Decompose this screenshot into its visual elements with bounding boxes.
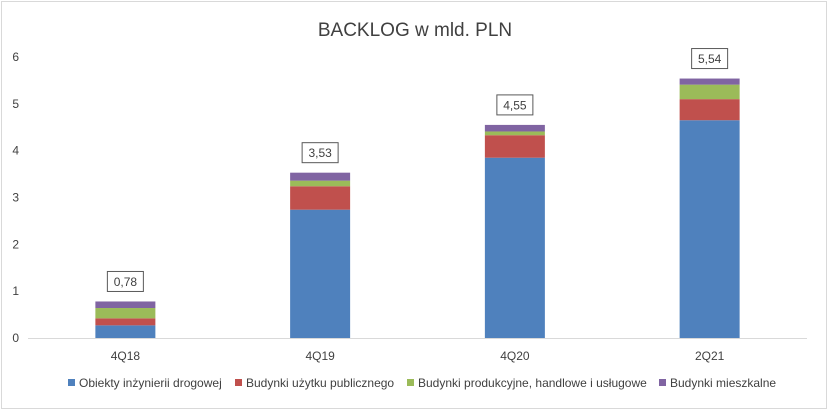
bar-segment — [484, 135, 545, 158]
bar-segment — [484, 157, 545, 338]
bar-segment — [679, 120, 740, 338]
total-label-box — [691, 48, 729, 70]
legend-item: Budynki mieszkalne — [659, 376, 776, 390]
total-labels: 0,78 3,53 4,55 5,54 — [106, 48, 729, 292]
legend-swatch — [659, 379, 666, 386]
total-label-box — [301, 142, 339, 164]
x-tick-label: 4Q20 — [500, 349, 530, 363]
legend: Obiekty inżynierii drogowej Budynki użytk… — [68, 376, 776, 390]
bar-segment — [290, 180, 351, 187]
bar-segment — [95, 301, 156, 309]
bar-segment — [290, 209, 351, 338]
bar-segment — [95, 325, 156, 338]
bar-segment — [95, 318, 156, 326]
y-tick-label: 6 — [12, 50, 19, 64]
total-data-label: 4,55 — [503, 98, 527, 112]
y-axis: 0 1 2 3 4 5 6 — [12, 50, 19, 345]
legend-item: Obiekty inżynierii drogowej — [68, 376, 222, 390]
legend-label: Budynki użytku publicznego — [246, 376, 394, 390]
y-tick-label: 0 — [12, 331, 19, 345]
bar-segment — [290, 186, 351, 210]
chart-title: BACKLOG w mld. PLN — [318, 20, 512, 41]
legend-swatch — [407, 379, 414, 386]
x-tick-label: 2Q21 — [695, 349, 725, 363]
y-tick-label: 4 — [12, 144, 19, 158]
bar-segment — [484, 131, 545, 136]
y-tick-label: 2 — [12, 237, 19, 251]
bar-segment — [679, 78, 740, 85]
bar-segment — [484, 124, 545, 132]
bar-segment — [290, 172, 351, 181]
legend-swatch — [68, 379, 75, 386]
x-axis: 4Q18 4Q19 4Q20 2Q21 — [28, 338, 807, 363]
legend-label: Budynki mieszkalne — [670, 376, 776, 390]
total-label-box — [496, 94, 534, 116]
legend-swatch — [235, 379, 242, 386]
legend-item: Budynki użytku publicznego — [235, 376, 394, 390]
legend-item: Budynki produkcyjne, handlowe i usługowe — [407, 376, 647, 390]
bars — [95, 78, 740, 338]
y-tick-label: 5 — [12, 97, 19, 111]
x-tick-label: 4Q18 — [111, 349, 141, 363]
bar-segment — [679, 84, 740, 100]
total-data-label: 0,78 — [114, 275, 138, 289]
bar-segment — [679, 99, 740, 121]
total-data-label: 3,53 — [308, 146, 332, 160]
y-tick-label: 1 — [12, 284, 19, 298]
bar-segment — [95, 308, 156, 319]
y-tick-label: 3 — [12, 191, 19, 205]
legend-label: Obiekty inżynierii drogowej — [79, 376, 222, 390]
total-label-box — [106, 270, 144, 292]
legend-label: Budynki produkcyjne, handlowe i usługowe — [418, 376, 647, 390]
x-tick-label: 4Q19 — [305, 349, 335, 363]
total-data-label: 5,54 — [698, 52, 722, 66]
